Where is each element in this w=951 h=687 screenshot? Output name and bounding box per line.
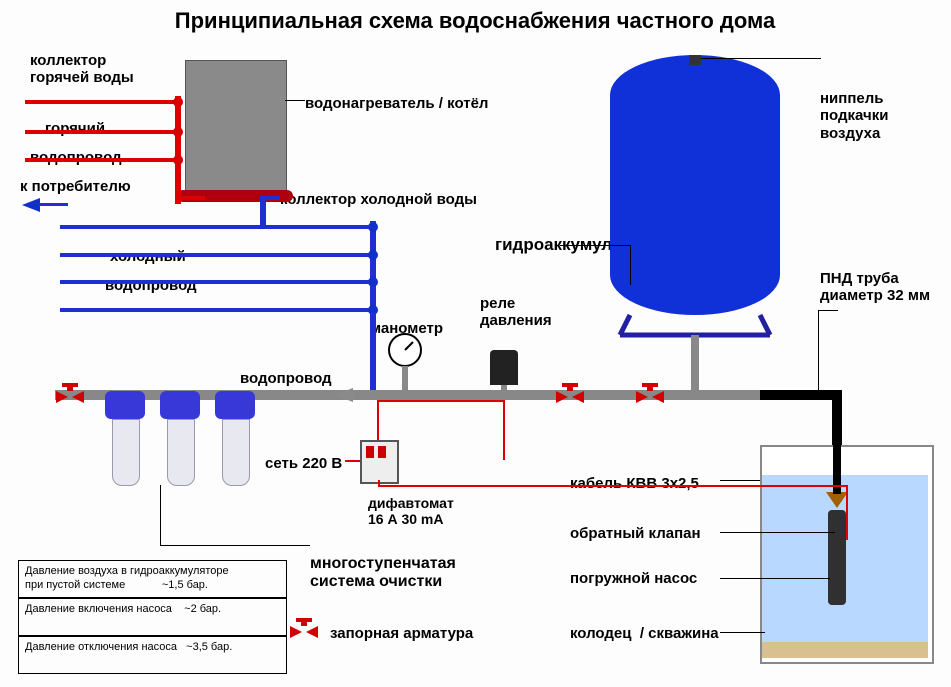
nipple: ниппель подкачки воздуха — [820, 90, 888, 142]
filter-head — [105, 391, 145, 419]
hot-up — [175, 96, 181, 204]
filter-head — [160, 391, 200, 419]
hot-line — [25, 130, 175, 134]
wire — [345, 460, 360, 462]
wire — [377, 400, 379, 440]
hot_pipe1: горячий — [45, 120, 105, 137]
well: колодец / скважина — [570, 625, 719, 642]
mains: сеть 220 В — [265, 455, 342, 472]
cold-line — [60, 308, 370, 312]
cold-riser — [260, 196, 266, 225]
gauge-stem — [402, 366, 408, 395]
difauto: дифавтомат 16 А 30 mA — [368, 495, 454, 527]
sub_pump: погружной насос — [570, 570, 697, 587]
waterline: водопровод — [240, 370, 332, 387]
shut_valve: запорная арматура — [330, 625, 473, 642]
spec-row: Давление воздуха в гидроаккумуляторе при… — [18, 560, 287, 598]
heater: водонагреватель / котёл — [305, 95, 488, 112]
wire — [846, 485, 848, 540]
cold-link — [260, 225, 370, 229]
arrow-left — [335, 388, 353, 402]
submersible-pump — [828, 510, 846, 605]
leader — [720, 532, 835, 533]
shut-valve — [636, 383, 664, 407]
cable: кабель КВВ 3x2,5 — [570, 475, 699, 492]
leader — [630, 245, 631, 285]
tank-pipe — [691, 335, 699, 395]
cold_collector: коллектор холодной воды — [280, 191, 477, 208]
pressure_relay: реле давления — [480, 295, 552, 330]
leader — [720, 578, 830, 579]
arrow-tail — [38, 203, 68, 206]
filter-head — [215, 391, 255, 419]
leader — [285, 100, 305, 101]
spec-row: Давление включения насоса ~2 бар. — [18, 598, 287, 636]
pnd-horiz — [760, 390, 840, 400]
to_consumer: к потребителю — [20, 178, 131, 195]
shut-valve — [556, 383, 584, 407]
leader — [720, 632, 765, 633]
spec-row: Давление отключения насоса ~3,5 бар. — [18, 636, 287, 674]
accumulator-tank — [610, 55, 780, 335]
pnd: ПНД труба диаметр 32 мм — [820, 270, 930, 305]
leader — [560, 245, 630, 246]
pressure-gauge — [385, 330, 425, 370]
leader — [720, 480, 760, 481]
leader — [160, 485, 161, 545]
diagram-title: Принципиальная схема водоснабжения частн… — [80, 8, 870, 34]
hot-to-heater — [175, 196, 205, 200]
hot-line — [25, 100, 175, 104]
leader — [818, 310, 819, 390]
cold-to-heater — [260, 196, 280, 200]
pressure-relay — [490, 350, 518, 385]
relay-stem — [501, 385, 507, 395]
shut-valve — [290, 618, 318, 642]
wire — [503, 400, 505, 460]
cold-manifold — [370, 221, 376, 316]
filter-cartridge — [222, 419, 250, 486]
water-heater — [185, 60, 287, 192]
breaker-switches — [364, 444, 391, 476]
check_valve: обратный клапан — [570, 525, 701, 542]
cold-node — [368, 250, 378, 260]
shut-valve — [56, 383, 84, 407]
filter-cartridge — [167, 419, 195, 486]
hot-line — [25, 158, 175, 162]
well-bottom — [762, 642, 928, 658]
cold-node — [368, 277, 378, 287]
wire — [378, 485, 848, 487]
leader — [701, 58, 821, 59]
hot_collector: коллектор горячей воды — [30, 52, 134, 87]
cold-line — [60, 253, 370, 257]
leader — [818, 310, 838, 311]
cold-line — [60, 280, 370, 284]
leader — [160, 545, 310, 546]
wire — [377, 400, 504, 402]
filter_sys: многоступенчатая система очистки — [310, 555, 456, 592]
cold-down — [370, 312, 376, 395]
filter-cartridge — [112, 419, 140, 486]
